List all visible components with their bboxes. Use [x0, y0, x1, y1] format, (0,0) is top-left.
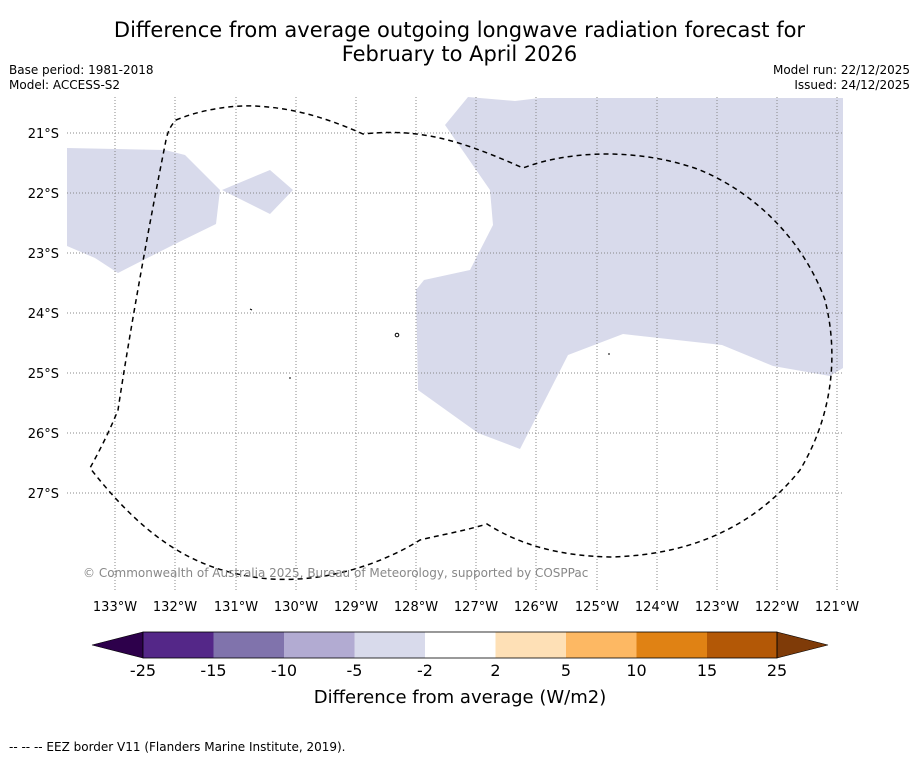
issued-date: Issued: 24/12/2025: [794, 78, 910, 92]
colorbar-tick: -10: [271, 661, 297, 680]
colorbar-segment: [707, 632, 777, 658]
lon-label: 127°W: [454, 600, 498, 615]
anomaly-areas: [67, 97, 843, 449]
anomaly-area-east: [416, 97, 843, 449]
colorbar-segment: [566, 632, 637, 658]
colorbar-tick: 15: [697, 661, 717, 680]
colorbar-tick: 25: [767, 661, 787, 680]
anomaly-area-west: [67, 148, 220, 273]
colorbar-extend-low: [91, 631, 144, 659]
colorbar-frame: [142, 631, 778, 659]
colorbar-segment: [495, 632, 566, 658]
island: [249, 308, 253, 311]
model-run: Model run: 22/12/2025: [772, 63, 910, 77]
map-title: Difference from average outgoing longwav…: [0, 18, 919, 66]
title-line-2: February to April 2026: [341, 42, 578, 66]
colorbar-segment: [354, 632, 425, 658]
lon-label: 132°W: [153, 600, 197, 615]
lon-label: 125°W: [575, 600, 619, 615]
lon-label: 121°W: [815, 600, 859, 615]
colorbar-ticks: -25 -15 -10 -5 -2 2 5 10 15 25: [130, 661, 787, 680]
colorbar-tick: 10: [626, 661, 646, 680]
title-line-1: Difference from average outgoing longwav…: [113, 18, 806, 42]
copyright-text: © Commonwealth of Australia 2025, Bureau…: [83, 566, 588, 580]
lon-label: 131°W: [214, 600, 258, 615]
colorbar-label: Difference from average (W/m2): [314, 687, 606, 708]
lon-label: 129°W: [334, 600, 378, 615]
lon-label: 122°W: [755, 600, 799, 615]
lon-label: 126°W: [514, 600, 558, 615]
lon-label: 123°W: [695, 600, 739, 615]
colorbar-segment: [213, 632, 284, 658]
lat-label: 26°S: [28, 427, 59, 442]
lat-label: 27°S: [28, 487, 59, 502]
island: [394, 332, 400, 338]
lat-labels: 21°S 22°S 23°S 24°S 25°S 26°S 27°S: [28, 127, 59, 502]
lat-label: 24°S: [28, 307, 59, 322]
colorbar-tick: -2: [417, 661, 433, 680]
lon-label: 133°W: [93, 600, 137, 615]
lon-label: 128°W: [394, 600, 438, 615]
lon-labels: 133°W 132°W 131°W 130°W 129°W 128°W 127°…: [93, 600, 859, 615]
lat-label: 22°S: [28, 187, 59, 202]
colorbar-segment: [284, 632, 355, 658]
colorbar-extend-high: [776, 631, 829, 659]
eez-border: [89, 105, 833, 581]
gridlines: [67, 97, 843, 590]
islands: [249, 308, 610, 379]
model-name: Model: ACCESS-S2: [9, 78, 121, 92]
colorbar-tick: 2: [490, 661, 500, 680]
colorbar-tick: -15: [200, 661, 226, 680]
base-period: Base period: 1981-2018: [9, 63, 154, 77]
colorbar-tick: -5: [347, 661, 363, 680]
lon-label: 124°W: [635, 600, 679, 615]
lat-label: 25°S: [28, 367, 59, 382]
lon-label: 130°W: [274, 600, 318, 615]
meta-left: Base period: 1981-2018 Model: ACCESS-S2: [9, 63, 154, 93]
colorbar-segment: [425, 632, 496, 658]
colorbar-tick: 5: [561, 661, 571, 680]
meta-right: Model run: 22/12/2025 Issued: 24/12/2025: [773, 63, 910, 93]
anomaly-area-small: [222, 170, 293, 214]
colorbar-segment: [143, 632, 214, 658]
colorbar-tick: -25: [130, 661, 156, 680]
legend-eez-line: -- -- -- EEZ border V11 (Flanders Marine…: [9, 740, 346, 754]
lat-label: 21°S: [28, 127, 59, 142]
lat-label: 23°S: [28, 247, 59, 262]
colorbar: -25 -15 -10 -5 -2 2 5 10 15 25 Differenc…: [91, 631, 829, 708]
colorbar-segment: [636, 632, 707, 658]
